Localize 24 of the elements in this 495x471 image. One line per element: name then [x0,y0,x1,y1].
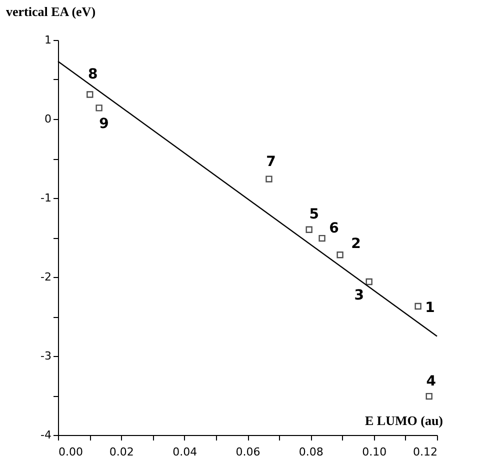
y-tick-label: -2 [40,270,52,284]
x-tick-label: 0.04 [172,446,198,458]
y-tick-label: 1 [44,34,52,46]
y-tick-label: -1 [40,192,52,204]
annotation: 8 [88,66,98,83]
y-axis-title: vertical EA (eV) [6,4,96,19]
annotation: 2 [351,236,361,252]
x-tick-label: 0.02 [109,446,134,458]
x-tick-label: 0.06 [236,446,260,458]
annotation: 6 [329,220,339,236]
y-tick-label: -4 [40,428,52,442]
x-tick-label: 0.12 [413,446,438,458]
annotation: 4 [426,373,436,390]
y-tick-label: 0 [44,112,52,126]
annotation: 7 [266,154,276,170]
x-tick-label: 0.10 [362,446,387,458]
annotation: 3 [354,288,364,304]
x-tick-label: 0.08 [298,446,324,458]
x-axis-title: E LUMO (au) [365,413,443,428]
annotation: 1 [425,300,435,316]
x-tick-label: 0.00 [58,446,83,458]
annotation: 9 [99,116,109,132]
y-tick-label: -3 [40,350,52,362]
annotation: 5 [309,206,319,223]
